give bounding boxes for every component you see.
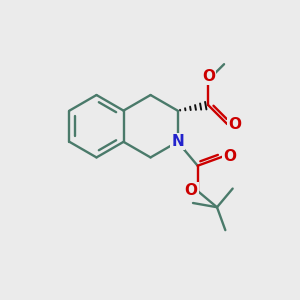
Text: O: O bbox=[202, 69, 215, 84]
Text: N: N bbox=[171, 134, 184, 149]
Text: O: O bbox=[184, 184, 198, 199]
Text: O: O bbox=[223, 149, 236, 164]
Text: O: O bbox=[228, 117, 241, 132]
